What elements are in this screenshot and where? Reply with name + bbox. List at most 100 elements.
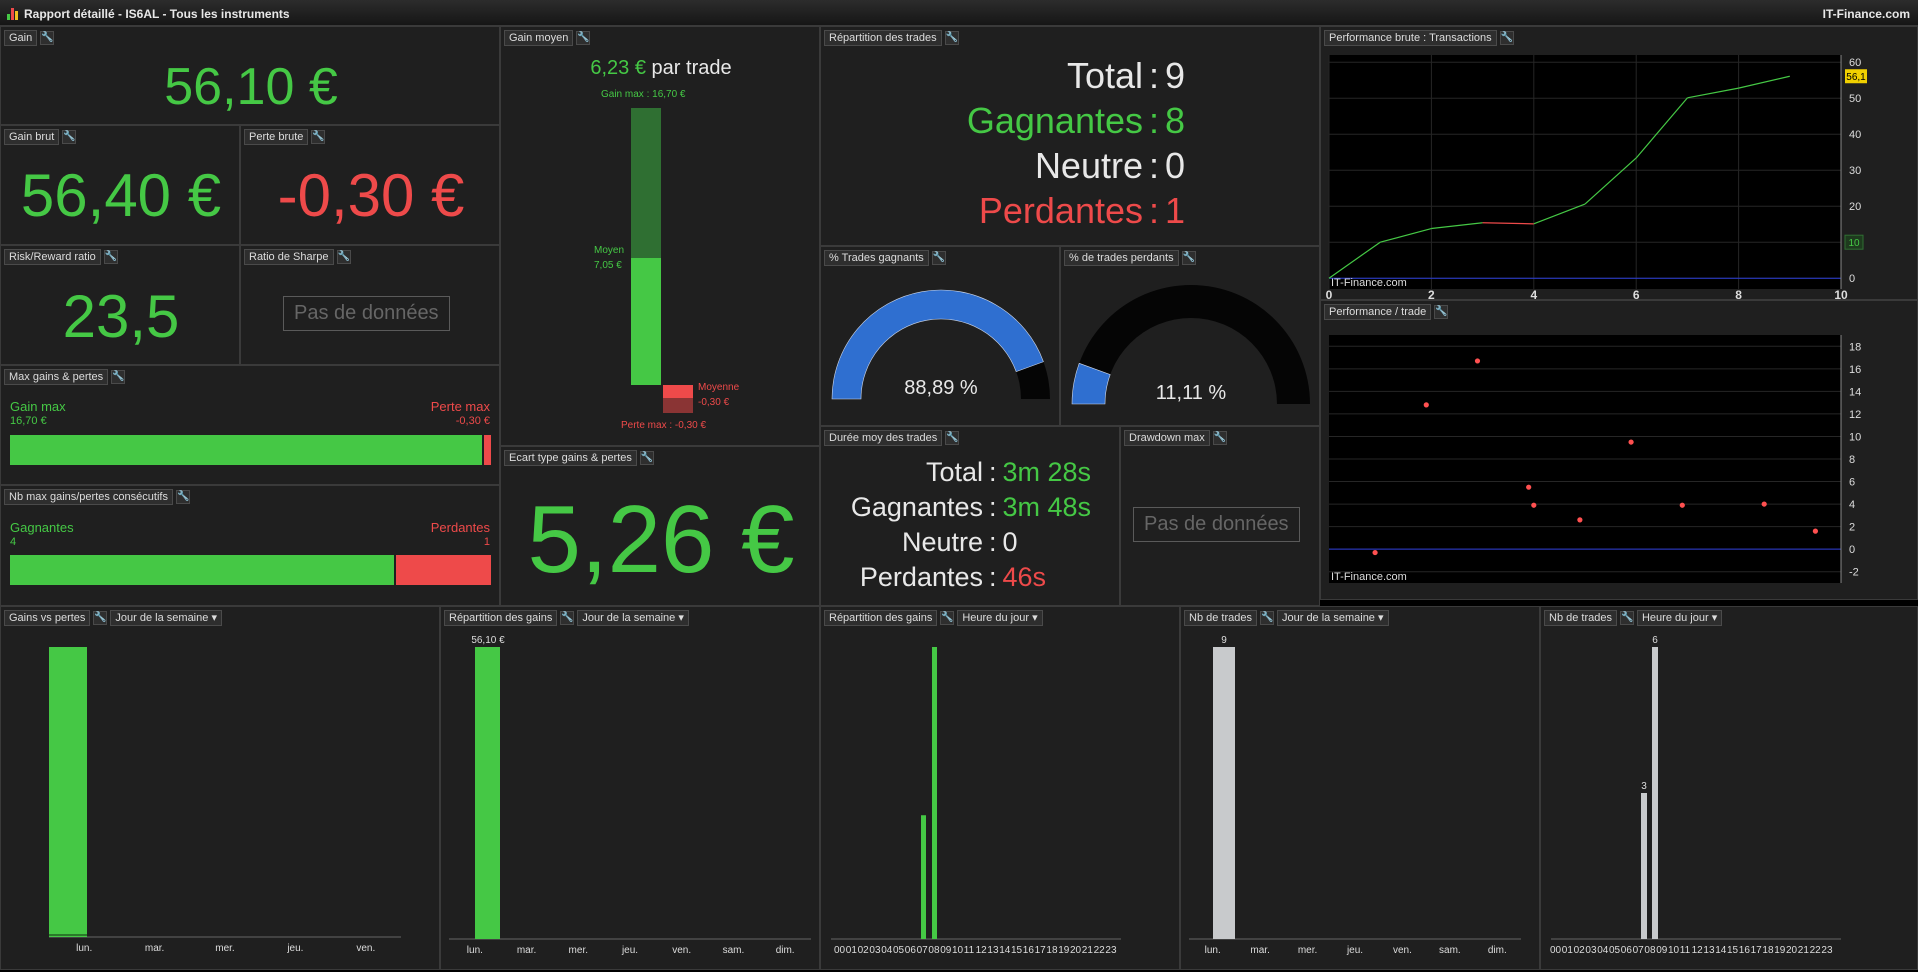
panel-nb-trades-jour: Nb de trades 🔧 Jour de la semaine ▾ lun. ma… <box>1180 606 1540 970</box>
wrench-icon[interactable]: 🔧 <box>639 451 654 465</box>
x-tick-label: 22 <box>1810 945 1822 956</box>
risk-reward-value: 23,5 <box>62 283 180 350</box>
bar <box>475 647 500 939</box>
panel-pct-gagnants: % Trades gagnants 🔧 88,89 % <box>820 246 1060 426</box>
gain-max-value: 16,70 € <box>10 415 47 427</box>
wrench-icon[interactable]: 🔧 <box>560 611 575 625</box>
perdantes-value: 1 <box>483 536 490 548</box>
x-tick-label: mar. <box>517 945 536 956</box>
wrench-icon[interactable]: 🔧 <box>1434 305 1449 319</box>
wrench-icon[interactable]: 🔧 <box>940 611 955 625</box>
data-point <box>1531 502 1537 508</box>
y-tick-label: 12 <box>1849 409 1861 421</box>
x-tick-label: 10 <box>1834 288 1848 300</box>
panel-title: Gains vs pertes <box>4 610 91 626</box>
nb-trades-jour-chart: lun. mar. mer. jeu. ven. sam. dim. 9 <box>1189 635 1521 956</box>
loss-max-bar <box>663 398 693 413</box>
panel-title: Nb de trades <box>1544 610 1617 626</box>
period-dropdown[interactable]: Jour de la semaine ▾ <box>110 610 222 626</box>
x-tick-label: 07 <box>1633 945 1645 956</box>
x-tick-label: 04 <box>881 945 893 956</box>
x-tick-label: mer. <box>1298 945 1317 956</box>
wrench-icon[interactable]: 🔧 <box>93 611 108 625</box>
period-dropdown[interactable]: Jour de la semaine ▾ <box>1276 610 1389 626</box>
wrench-icon[interactable]: 🔧 <box>103 250 118 264</box>
panel-title: Performance brute : Transactions <box>1324 30 1497 46</box>
stat-value: 46s <box>1002 562 1047 592</box>
wrench-icon[interactable]: 🔧 <box>1212 431 1227 445</box>
wrench-icon[interactable]: 🔧 <box>311 130 326 144</box>
wrench-icon[interactable]: 🔧 <box>1619 611 1634 625</box>
panel-title: Gain <box>4 30 38 46</box>
panel-title: Ecart type gains & pertes <box>504 450 637 466</box>
wrench-icon[interactable]: 🔧 <box>175 490 190 504</box>
wrench-icon[interactable]: 🔧 <box>576 31 591 45</box>
panel-title: Gain brut <box>4 129 60 145</box>
gains-vs-pertes-chart: lun. mar. mer. jeu. ven. <box>49 647 401 954</box>
last-value-tag <box>1845 69 1867 84</box>
x-tick-label: 12 <box>976 945 988 956</box>
x-tick-label: 16 <box>1739 945 1751 956</box>
gauge-fill <box>831 289 1044 400</box>
wrench-icon[interactable]: 🔧 <box>40 31 55 45</box>
bar <box>49 647 87 937</box>
wrench-icon[interactable]: 🔧 <box>1181 251 1196 265</box>
x-tick-label: ven. <box>356 943 375 954</box>
x-tick-label: 17 <box>1035 945 1047 956</box>
nb-trades-heure-chart: 00 01 02 03 04 05 06 07 08 09 10 11 12 13 14 15 16 17 18 19… <box>1550 635 1841 956</box>
y-tick-label: 0 <box>1849 544 1855 556</box>
perte-max-title: Perte max <box>430 399 490 414</box>
stat-value: 8 <box>1165 100 1186 141</box>
data-point <box>1761 501 1767 507</box>
x-tick-label: 11 <box>1680 945 1691 956</box>
wrench-icon[interactable]: 🔧 <box>945 431 960 445</box>
y-tick-label: 4 <box>1849 499 1855 511</box>
panel-risk-reward: Risk/Reward ratio 🔧 23,5 <box>0 245 240 365</box>
x-tick-label: 08 <box>928 945 940 956</box>
x-tick-label: 13 <box>987 945 999 956</box>
wrench-icon[interactable]: 🔧 <box>931 251 946 265</box>
wrench-icon[interactable]: 🔧 <box>111 370 126 384</box>
panel-title: Perte brute <box>244 129 309 145</box>
period-dropdown[interactable]: Heure du jour ▾ <box>1636 610 1723 626</box>
bar-value-label: 56,10 € <box>471 635 505 646</box>
panel-title: Nb max gains/pertes consécutifs <box>4 489 173 505</box>
gain-brut-value: 56,40 € <box>20 162 222 229</box>
panel-title: Ratio de Sharpe <box>244 249 334 265</box>
stat-value: 0 <box>1002 527 1018 557</box>
panel-title: Répartition des gains <box>444 610 558 626</box>
moyen-label: Moyen <box>594 245 625 256</box>
series-line-segment <box>1328 241 1381 279</box>
period-dropdown[interactable]: Heure du jour ▾ <box>957 610 1043 626</box>
data-point <box>1679 502 1685 508</box>
stat-separator: : <box>1149 190 1160 231</box>
wrench-icon[interactable]: 🔧 <box>336 250 351 264</box>
wrench-icon[interactable]: 🔧 <box>944 31 959 45</box>
gain-max-title: Gain max <box>10 399 66 414</box>
gain-max-label: Gain max : 16,70 € <box>601 89 686 100</box>
wrench-icon[interactable]: 🔧 <box>62 130 77 144</box>
period-dropdown[interactable]: Jour de la semaine ▾ <box>577 610 689 626</box>
consecutive-wins-segment <box>10 555 394 585</box>
x-tick-label: 23 <box>1105 945 1117 956</box>
wrench-icon[interactable]: 🔧 <box>1499 31 1514 45</box>
x-tick-label: 09 <box>1656 945 1668 956</box>
panel-title: Nb de trades <box>1184 610 1257 626</box>
watermark: IT-Finance.com <box>1331 277 1407 289</box>
wrench-icon[interactable]: 🔧 <box>1259 611 1274 625</box>
x-tick-label: 02 <box>1574 945 1586 956</box>
x-tick-label: 06 <box>905 945 917 956</box>
x-tick-label: 06 <box>1621 945 1633 956</box>
x-tick-label: 23 <box>1821 945 1833 956</box>
x-tick-label: 19 <box>1774 945 1786 956</box>
x-tick-label: lun. <box>1205 945 1221 956</box>
series-line-segment <box>1738 75 1790 89</box>
series-line-segment <box>1687 87 1739 99</box>
y-tick-label: 60 <box>1849 57 1861 69</box>
bar <box>1652 647 1658 939</box>
x-tick-label: dim. <box>776 945 795 956</box>
panel-duree-moy: Durée moy des trades 🔧 Total:3m 28s Gagnan… <box>820 426 1120 606</box>
y-tick-label: 18 <box>1849 341 1861 353</box>
x-tick-label: 10 <box>952 945 964 956</box>
data-point <box>1526 484 1532 490</box>
